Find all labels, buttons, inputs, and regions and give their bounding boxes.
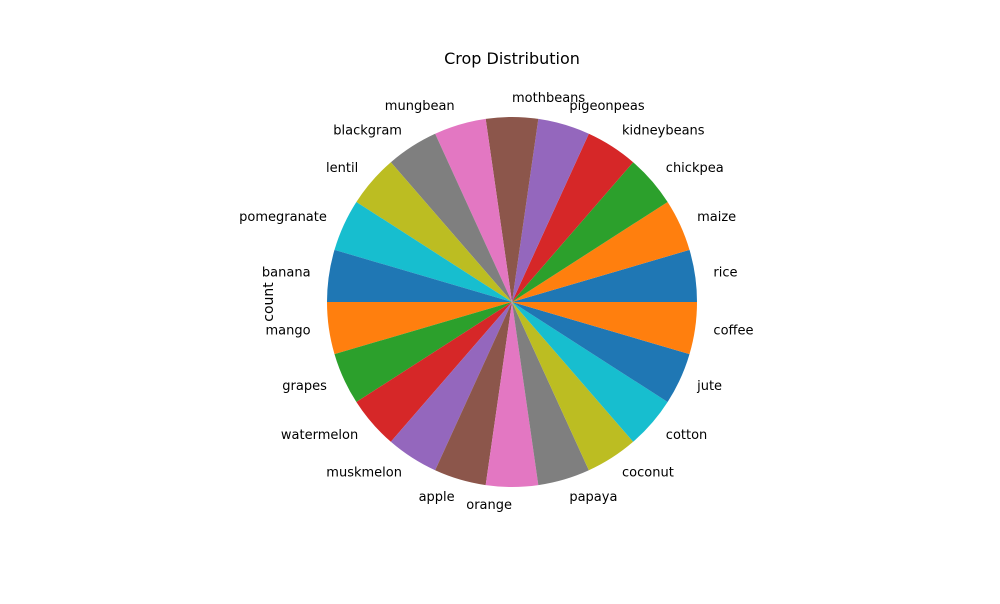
pie-slice-mango — [327, 302, 512, 355]
pie-slice-maize — [512, 201, 690, 302]
pie-slices — [327, 116, 697, 488]
pie-slice-watermelon — [356, 302, 512, 442]
pie-slice-mothbeans — [485, 116, 539, 302]
pie-label-cotton: cotton — [666, 428, 708, 443]
pie-label-mango: mango — [265, 323, 310, 338]
pie-slice-lentil — [356, 162, 512, 302]
pie-label-watermelon: watermelon — [281, 428, 358, 443]
pie-label-pigeonpeas: pigeonpeas — [569, 99, 645, 114]
pie-slice-coffee — [512, 302, 697, 355]
pie-slice-kidneybeans — [512, 133, 634, 302]
pie-label-jute: jute — [696, 379, 722, 394]
pie-slice-rice — [512, 249, 697, 302]
pie-label-banana: banana — [262, 266, 311, 281]
pie-label-rice: rice — [713, 266, 737, 281]
pie-slice-cotton — [512, 302, 668, 442]
pie-slice-blackgram — [390, 133, 512, 302]
pie-label-grapes: grapes — [282, 379, 327, 394]
pie-label-coffee: coffee — [713, 323, 753, 338]
pie-label-chickpea: chickpea — [666, 161, 724, 176]
pie-label-muskmelon: muskmelon — [326, 466, 402, 481]
pie-label-maize: maize — [697, 210, 736, 225]
pie-slice-apple — [435, 302, 512, 486]
pie-label-mothbeans: mothbeans — [512, 91, 585, 106]
pie-slice-chickpea — [512, 162, 668, 302]
pie-slice-coconut — [512, 302, 634, 471]
pie-label-blackgram: blackgram — [333, 123, 402, 138]
pie-label-apple: apple — [419, 490, 455, 505]
pie-slice-pomegranate — [334, 201, 512, 302]
pie-label-coconut: coconut — [622, 466, 674, 481]
pie-labels: rice maize chickpea kidneybeans pigeonpeasmo… — [239, 91, 753, 513]
pie-slice-jute — [512, 302, 690, 403]
y-axis-label: count — [261, 282, 277, 322]
pie-slice-banana — [327, 249, 512, 302]
pie-slice-grapes — [334, 302, 512, 403]
chart-title: Crop Distribution — [444, 49, 580, 68]
pie-label-lentil: lentil — [326, 161, 358, 176]
pie-label-orange: orange — [466, 498, 512, 513]
pie-label-papaya: papaya — [569, 490, 617, 505]
pie-label-mungbean: mungbean — [385, 99, 455, 114]
pie-slice-papaya — [512, 302, 589, 486]
pie-slice-muskmelon — [390, 302, 512, 471]
pie-slice-pigeonpeas — [512, 118, 589, 302]
pie-label-kidneybeans: kidneybeans — [622, 123, 705, 138]
pie-slice-orange — [485, 302, 539, 488]
pie-slice-mungbean — [435, 118, 512, 302]
pie-label-pomegranate: pomegranate — [239, 210, 327, 225]
